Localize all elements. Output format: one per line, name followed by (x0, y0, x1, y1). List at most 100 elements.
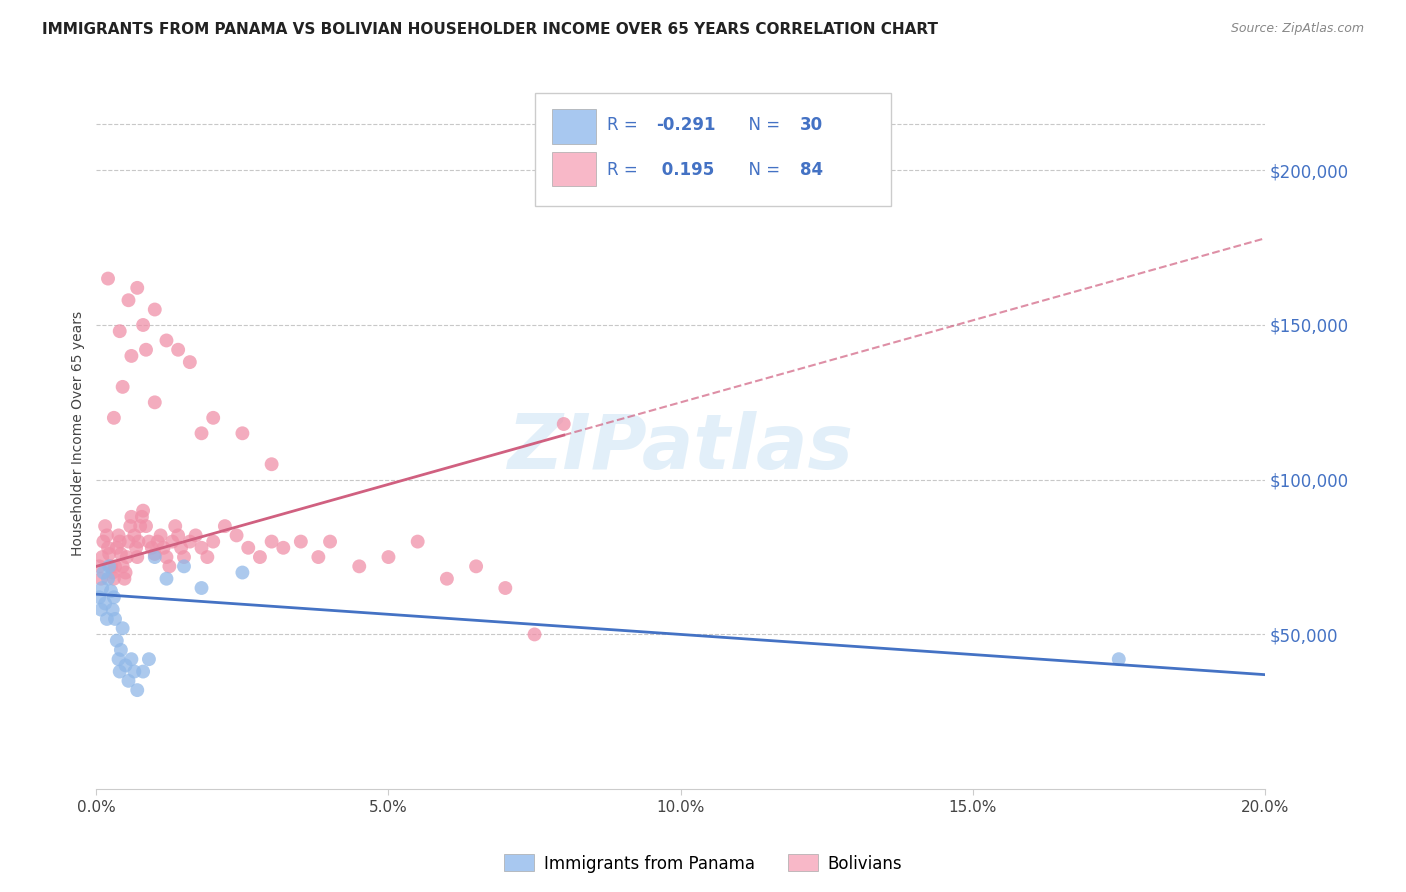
Point (108, 665, 131, 679)
Point (494, 581, 516, 595)
Point (100, 584, 122, 599)
Point (165, 519, 187, 533)
Point (135, 343, 157, 357)
Point (120, 509, 142, 524)
Point (231, 426, 253, 441)
Point (101, 566, 124, 580)
Point (290, 534, 312, 549)
Point (170, 541, 193, 555)
Point (155, 572, 177, 586)
Point (101, 602, 124, 616)
Point (103, 410, 125, 425)
Point (152, 541, 174, 555)
Text: 30: 30 (800, 116, 823, 134)
Point (377, 550, 399, 565)
Point (93, 566, 115, 580)
Point (94, 519, 117, 533)
Point (553, 417, 575, 431)
Point (127, 534, 149, 549)
Point (155, 550, 177, 565)
Point (89, 591, 111, 605)
Text: R =: R = (607, 161, 643, 179)
Point (143, 550, 166, 565)
Point (108, 534, 131, 549)
Point (114, 566, 136, 580)
Point (105, 541, 128, 555)
Point (127, 683, 149, 698)
Point (91, 581, 114, 595)
Point (127, 281, 149, 295)
Point (1108, 652, 1130, 666)
Point (146, 534, 169, 549)
Point (225, 528, 247, 542)
Point (98, 559, 121, 574)
Point (260, 534, 283, 549)
FancyBboxPatch shape (534, 93, 891, 205)
Point (238, 541, 260, 555)
Point (127, 550, 149, 565)
Text: 0.195: 0.195 (657, 161, 714, 179)
Point (97, 271, 120, 285)
Point (107, 652, 129, 666)
Point (249, 550, 271, 565)
Point (96, 612, 118, 626)
Point (179, 355, 201, 369)
Point (129, 519, 152, 533)
Point (105, 633, 128, 648)
Text: 84: 84 (800, 161, 823, 179)
Point (179, 534, 201, 549)
Point (104, 559, 127, 574)
Point (190, 541, 212, 555)
Point (406, 534, 429, 549)
Point (231, 566, 253, 580)
Point (167, 343, 190, 357)
Point (98, 547, 121, 561)
Text: R =: R = (607, 116, 643, 134)
Point (184, 528, 207, 542)
Point (319, 534, 342, 549)
Point (97, 572, 120, 586)
Point (149, 528, 172, 542)
Point (132, 318, 155, 332)
Point (436, 572, 458, 586)
Point (349, 559, 371, 574)
Point (143, 302, 166, 317)
Point (465, 559, 488, 574)
Point (91, 550, 114, 565)
Point (190, 581, 212, 595)
Text: Source: ZipAtlas.com: Source: ZipAtlas.com (1230, 22, 1364, 36)
Text: -0.291: -0.291 (657, 116, 716, 134)
Point (190, 426, 212, 441)
Point (141, 541, 163, 555)
Point (135, 519, 157, 533)
Point (114, 658, 136, 673)
Point (89, 559, 111, 574)
Point (111, 380, 134, 394)
Point (307, 550, 329, 565)
Point (100, 559, 122, 574)
Point (108, 324, 131, 338)
Point (132, 665, 155, 679)
Point (125, 541, 148, 555)
Point (96, 528, 118, 542)
Point (110, 547, 132, 561)
Point (120, 519, 142, 533)
Point (115, 550, 138, 565)
Point (120, 652, 142, 666)
Point (124, 528, 146, 542)
Point (260, 457, 283, 471)
Point (202, 534, 225, 549)
Point (138, 652, 160, 666)
Point (132, 503, 155, 517)
Point (111, 621, 134, 635)
Point (173, 550, 195, 565)
Point (117, 534, 139, 549)
FancyBboxPatch shape (553, 110, 596, 144)
Legend: Immigrants from Panama, Bolivians: Immigrants from Panama, Bolivians (496, 847, 910, 880)
Point (162, 534, 184, 549)
Point (167, 528, 190, 542)
Point (157, 559, 180, 574)
Point (117, 673, 139, 688)
Point (143, 395, 166, 409)
Point (97, 541, 120, 555)
